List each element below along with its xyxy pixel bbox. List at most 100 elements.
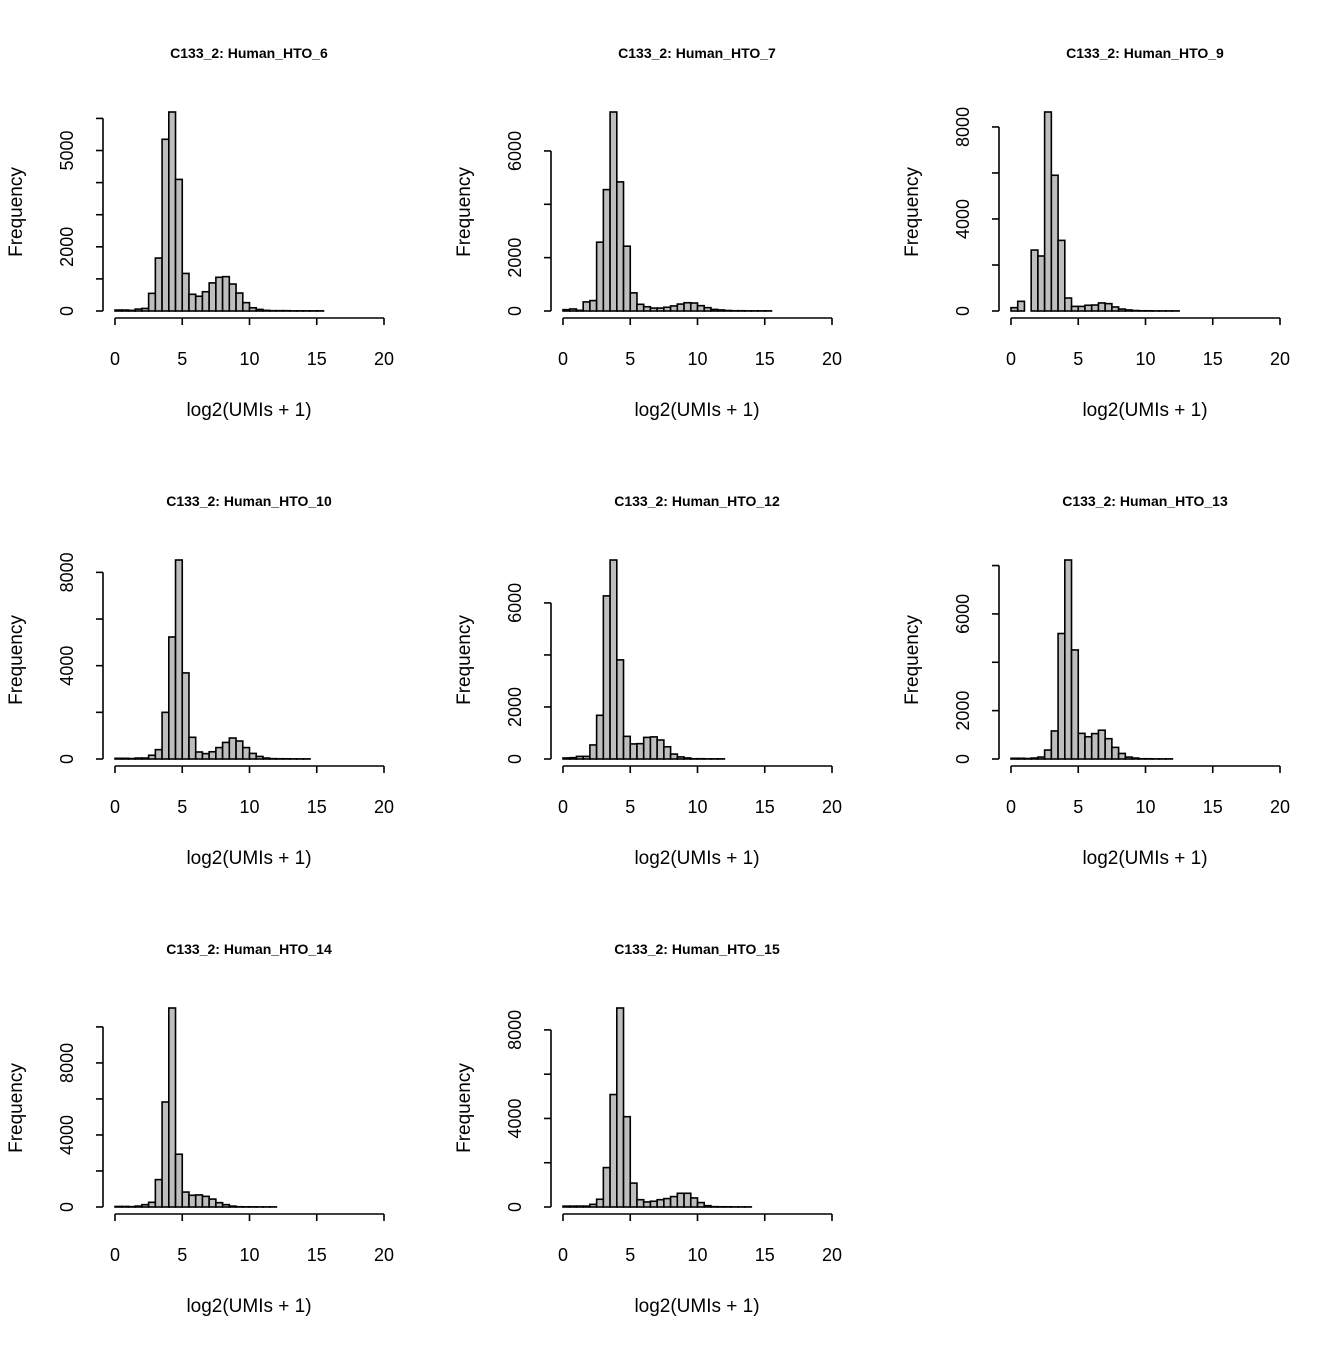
histogram-bar: [624, 1117, 631, 1207]
histogram-bar: [637, 744, 644, 759]
x-tick-label: 5: [177, 349, 187, 369]
x-tick-label: 10: [239, 797, 259, 817]
histogram-bar: [684, 303, 691, 311]
histogram-bar: [630, 293, 637, 311]
histogram-bar: [1051, 731, 1058, 759]
y-tick-label: 2000: [953, 691, 973, 731]
histogram-bar: [169, 637, 176, 759]
histogram-bar: [1125, 310, 1132, 311]
histogram-bar: [677, 1193, 684, 1207]
histogram-bar: [1058, 634, 1065, 759]
histogram-bar: [149, 1202, 156, 1207]
histogram-bar: [176, 1154, 183, 1207]
histogram-bar: [142, 758, 149, 759]
histogram-bar: [142, 308, 149, 311]
histogram-bar: [223, 742, 230, 759]
histogram-bar: [162, 712, 169, 759]
x-tick-label: 0: [1006, 797, 1016, 817]
x-tick-label: 5: [177, 1245, 187, 1265]
x-tick-label: 0: [110, 1245, 120, 1265]
y-tick-label: 4000: [505, 1098, 525, 1138]
histogram-bar: [176, 560, 183, 759]
histogram-bar: [1072, 306, 1079, 311]
chart-title: C133_2: Human_HTO_10: [166, 493, 332, 509]
histogram-bar: [115, 310, 122, 311]
x-tick-label: 5: [625, 1245, 635, 1265]
histogram-bar: [570, 758, 577, 759]
y-axis-label: Frequency: [6, 167, 27, 257]
histogram-bar: [1045, 750, 1052, 759]
histogram-bar: [155, 1180, 162, 1207]
histogram-bar: [155, 258, 162, 311]
y-tick-label: 4000: [57, 1115, 77, 1155]
histogram-bar: [162, 1102, 169, 1207]
y-tick-label: 8000: [57, 1043, 77, 1083]
x-tick-label: 15: [755, 1245, 775, 1265]
histogram-bar: [202, 292, 209, 311]
histogram-bar: [1092, 734, 1099, 759]
histogram-bar: [650, 737, 657, 759]
histogram-bar: [229, 284, 236, 311]
x-tick-label: 20: [822, 797, 842, 817]
histogram-bar: [236, 293, 243, 311]
chart-title: C133_2: Human_HTO_15: [614, 941, 780, 957]
histogram-bar: [216, 277, 223, 311]
histogram-bar: [1038, 757, 1045, 759]
y-tick-label: 2000: [505, 687, 525, 727]
y-tick-label: 0: [505, 1202, 525, 1212]
x-tick-label: 0: [558, 1245, 568, 1265]
histogram-bar: [229, 738, 236, 759]
histogram-bar: [223, 277, 230, 311]
x-axis-label: log2(UMIs + 1): [634, 1296, 759, 1317]
x-tick-label: 0: [1006, 349, 1016, 369]
x-tick-label: 20: [1270, 797, 1290, 817]
histogram-bar: [189, 1195, 196, 1207]
x-tick-label: 5: [625, 349, 635, 369]
histogram-bar: [637, 1200, 644, 1207]
x-tick-label: 5: [177, 797, 187, 817]
x-tick-label: 20: [822, 1245, 842, 1265]
histogram-bar: [169, 1008, 176, 1207]
histogram-bar: [209, 752, 216, 759]
chart-title: C133_2: Human_HTO_6: [170, 45, 328, 61]
histogram-bar: [135, 758, 142, 759]
chart-title: C133_2: Human_HTO_14: [166, 941, 332, 957]
histogram-bar: [1098, 303, 1105, 311]
histogram-bar: [1038, 256, 1045, 311]
histogram-bar: [610, 112, 617, 311]
x-tick-label: 20: [374, 349, 394, 369]
histogram-bar: [570, 1206, 577, 1207]
histogram-bar: [263, 758, 270, 759]
histogram-bar: [169, 112, 176, 311]
histogram-bar: [196, 1195, 203, 1207]
histogram-bar: [1065, 560, 1072, 759]
histogram-bar: [1065, 298, 1072, 311]
histogram-bar: [196, 296, 203, 311]
y-tick-label: 6000: [505, 131, 525, 171]
histogram-bar: [617, 660, 624, 759]
histogram-bar: [617, 1008, 624, 1207]
histogram-bar: [610, 560, 617, 759]
histogram-bar: [223, 1205, 230, 1207]
histogram-bar: [182, 673, 189, 759]
histogram-bar: [576, 756, 583, 759]
x-tick-label: 15: [755, 349, 775, 369]
x-tick-label: 20: [374, 797, 394, 817]
y-tick-label: 4000: [57, 646, 77, 686]
histogram-bar: [1011, 308, 1018, 311]
x-tick-label: 15: [755, 797, 775, 817]
histogram-bar: [704, 1206, 711, 1207]
chart-title: C133_2: Human_HTO_12: [614, 493, 780, 509]
y-tick-label: 0: [57, 1202, 77, 1212]
y-tick-label: 0: [57, 306, 77, 316]
histogram-bar: [1112, 307, 1119, 311]
